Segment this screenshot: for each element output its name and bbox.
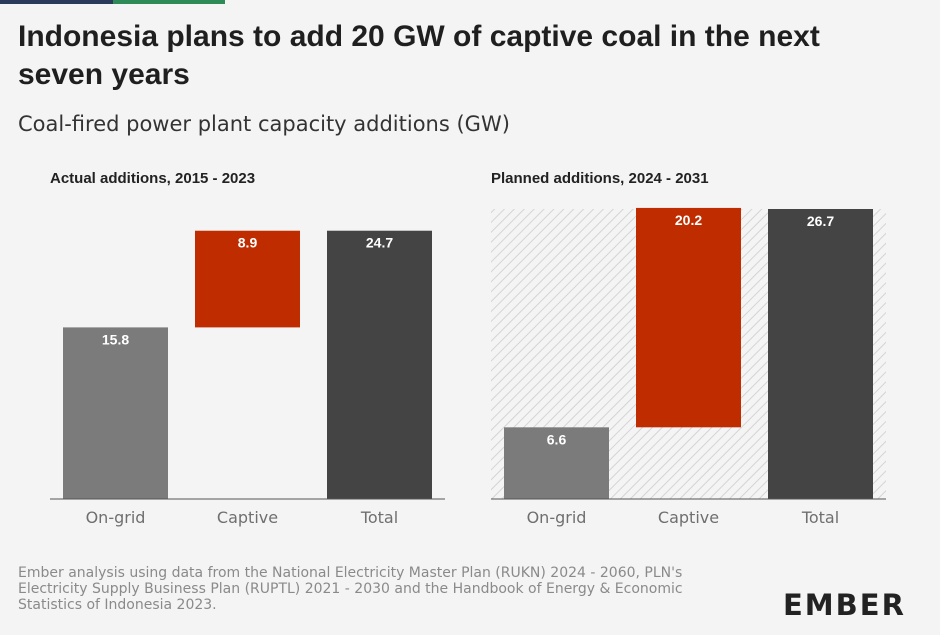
x-tick-label-planned-on-grid: On-grid: [527, 508, 587, 527]
bar-actual-captive: [195, 230, 300, 328]
bar-planned-total: [768, 209, 873, 499]
ember-logo: EMBER: [783, 588, 906, 622]
bar-planned-on-grid: [504, 427, 609, 499]
data-label-planned-total: 26.7: [807, 213, 834, 229]
x-tick-label-planned-total: Total: [801, 508, 839, 527]
data-label-planned-on-grid: 6.6: [547, 431, 567, 447]
data-label-actual-total: 24.7: [366, 235, 393, 251]
bar-actual-total: [327, 230, 432, 499]
data-label-actual-captive: 8.9: [238, 235, 258, 251]
top-accent-bar: [0, 0, 225, 4]
top-accent-bar-left: [0, 0, 113, 4]
x-tick-label-actual-captive: Captive: [217, 508, 278, 527]
x-tick-label-actual-on-grid: On-grid: [86, 508, 146, 527]
chart-subtitle: Coal-fired power plant capacity addition…: [18, 112, 510, 136]
source-note: Ember analysis using data from the Natio…: [18, 565, 683, 613]
panel-title-actual: Actual additions, 2015 - 2023: [50, 170, 256, 187]
panel-title-planned: Planned additions, 2024 - 2031: [491, 170, 709, 187]
x-tick-label-planned-captive: Captive: [658, 508, 719, 527]
bar-planned-captive: [636, 207, 741, 428]
x-tick-label-actual-total: Total: [360, 508, 398, 527]
chart-title: Indonesia plans to add 20 GW of captive …: [18, 20, 820, 91]
data-label-actual-on-grid: 15.8: [102, 331, 129, 347]
data-label-planned-captive: 20.2: [675, 212, 702, 228]
bar-actual-on-grid: [63, 327, 168, 499]
top-accent-bar-right: [112, 0, 225, 4]
